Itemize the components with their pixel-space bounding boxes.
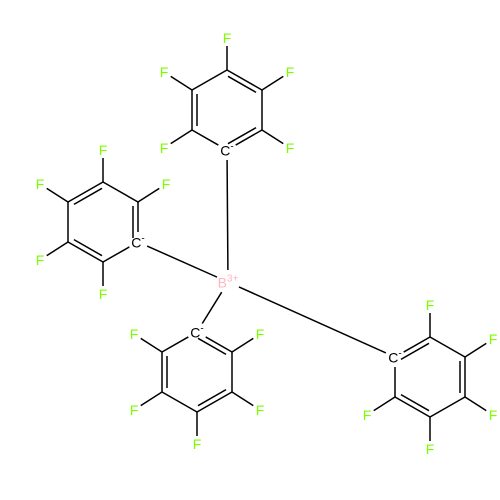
molecule-canvas (0, 0, 500, 500)
